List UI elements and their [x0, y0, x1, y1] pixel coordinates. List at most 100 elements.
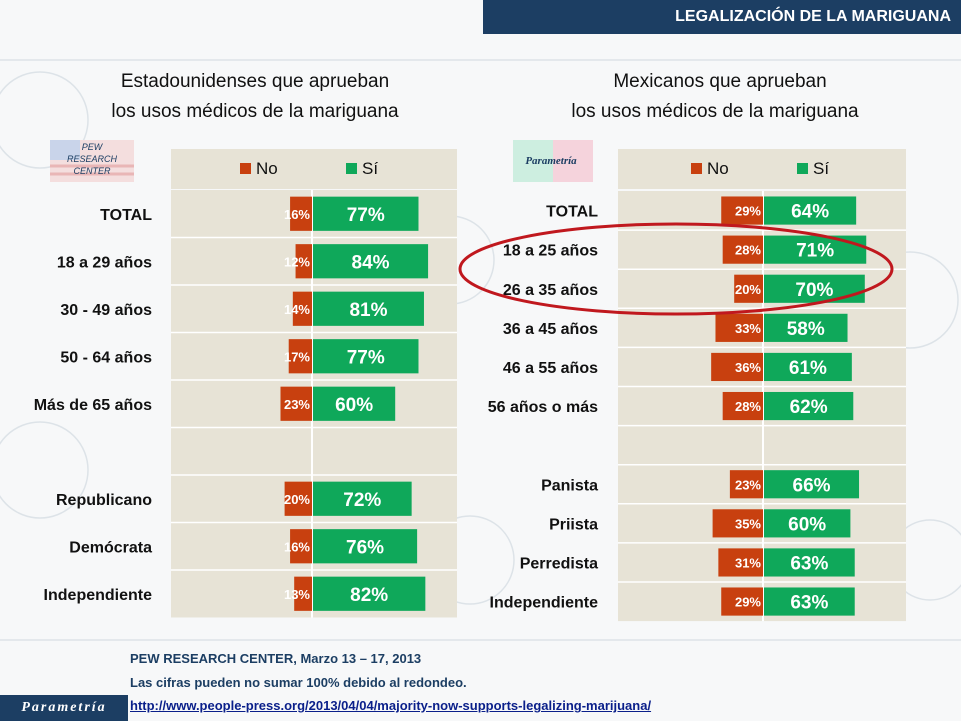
category-label: 26 a 35 años — [503, 282, 598, 299]
category-label: Priista — [549, 516, 598, 533]
value-label-si: 70% — [795, 280, 833, 301]
value-label-si: 84% — [352, 252, 390, 273]
value-label-si: 66% — [793, 475, 831, 496]
value-label-no: 31% — [735, 555, 761, 570]
bar-no — [729, 470, 763, 499]
parametria-brand: Parametría — [0, 695, 128, 721]
value-label-no: 16% — [284, 539, 310, 554]
header-title: LEGALIZACIÓN DE LA MARIGUANA — [483, 0, 961, 34]
value-label-no: 28% — [735, 243, 761, 258]
value-label-no: 28% — [735, 399, 761, 414]
pew-logo-line2: RESEARCH — [67, 154, 118, 164]
bar-si — [764, 235, 867, 264]
bar-si — [764, 470, 860, 499]
value-label-no: 29% — [735, 595, 761, 610]
left-panel-title-line2: los usos médicos de la mariguana — [111, 101, 399, 122]
value-label-si: 81% — [349, 300, 387, 321]
legend-si-label: Sí — [362, 159, 378, 178]
value-label-no: 20% — [284, 492, 310, 507]
bar-no — [734, 274, 763, 303]
legend-no-swatch — [691, 163, 702, 174]
bar-no — [292, 291, 312, 326]
bar-no — [290, 196, 312, 231]
legend-si-swatch — [797, 163, 808, 174]
value-label-si: 64% — [791, 202, 829, 223]
value-label-no: 23% — [284, 397, 310, 412]
value-label-si: 82% — [350, 585, 388, 606]
bar-no — [722, 235, 763, 264]
category-label: 56 años o más — [488, 399, 598, 416]
category-label: 50 - 64 años — [60, 349, 152, 366]
bar-si — [313, 196, 419, 231]
category-label: Perredista — [520, 555, 598, 572]
bar-si — [313, 339, 419, 374]
value-label-si: 63% — [790, 553, 828, 574]
bar-si — [764, 352, 852, 382]
bar-no — [280, 386, 312, 421]
legend-panel — [171, 149, 457, 189]
category-label: TOTAL — [546, 204, 598, 221]
parametria-logo-text: Parametría — [525, 155, 577, 167]
value-label-no: 12% — [284, 254, 310, 269]
category-label: 46 a 55 años — [503, 360, 598, 377]
value-label-no: 33% — [735, 321, 761, 336]
category-label: Panista — [541, 477, 598, 494]
bar-si — [313, 386, 396, 421]
bar-si — [313, 291, 424, 326]
value-label-no: 16% — [284, 207, 310, 222]
value-label-no: 29% — [735, 204, 761, 219]
bar-no — [722, 391, 763, 421]
category-label: 18 a 25 años — [503, 243, 598, 260]
category-label: Más de 65 años — [34, 397, 152, 414]
legend-no-swatch — [240, 163, 251, 174]
bar-si — [313, 576, 426, 611]
value-label-si: 61% — [789, 358, 827, 379]
footer-note: Las cifras pueden no sumar 100% debido a… — [130, 675, 467, 690]
bar-si — [764, 391, 854, 421]
bar-no — [712, 509, 763, 538]
bar-no — [721, 196, 763, 225]
pew-logo-line3: CENTER — [73, 166, 111, 176]
bar-no — [294, 576, 312, 611]
left-panel-title-line1: Estadounidenses que aprueban — [120, 71, 390, 92]
legend-panel — [618, 149, 906, 189]
parametria-logo: Parametría — [513, 140, 593, 182]
value-label-no: 35% — [735, 516, 761, 531]
value-label-si: 76% — [346, 537, 384, 558]
bar-no — [721, 587, 763, 616]
value-label-no: 20% — [735, 282, 761, 297]
bar-si — [764, 509, 851, 538]
value-label-si: 62% — [790, 397, 828, 418]
legend-si-swatch — [346, 163, 357, 174]
bar-no — [288, 339, 312, 374]
pew-research-logo: PEW RESEARCH CENTER — [50, 140, 134, 182]
bar-si — [313, 529, 418, 564]
value-label-no: 13% — [284, 587, 310, 602]
category-label: 30 - 49 años — [60, 302, 152, 319]
bar-no — [290, 529, 312, 564]
bar-no — [711, 352, 763, 382]
right-panel-title-line1: Mexicanos que aprueban — [613, 71, 827, 92]
value-label-si: 60% — [335, 395, 373, 416]
value-label-si: 58% — [787, 319, 825, 340]
value-label-si: 71% — [796, 241, 834, 262]
category-label: Independiente — [44, 587, 153, 604]
legend-si-label: Sí — [813, 159, 829, 178]
bar-si — [764, 274, 865, 303]
value-label-si: 60% — [788, 514, 826, 535]
value-label-no: 17% — [284, 349, 310, 364]
value-label-no: 14% — [284, 302, 310, 317]
bar-no — [715, 313, 763, 342]
category-label: 18 a 29 años — [57, 254, 152, 271]
bar-si — [764, 196, 857, 225]
bar-no — [718, 548, 763, 577]
value-label-si: 63% — [790, 593, 828, 614]
value-label-no: 23% — [735, 477, 761, 492]
value-label-si: 72% — [343, 490, 381, 511]
bar-no — [284, 481, 312, 516]
category-label: 36 a 45 años — [503, 321, 598, 338]
right-panel-title-line2: los usos médicos de la mariguana — [571, 101, 859, 122]
category-label: TOTAL — [100, 207, 152, 224]
footer-link[interactable]: http://www.people-press.org/2013/04/04/m… — [130, 698, 652, 713]
